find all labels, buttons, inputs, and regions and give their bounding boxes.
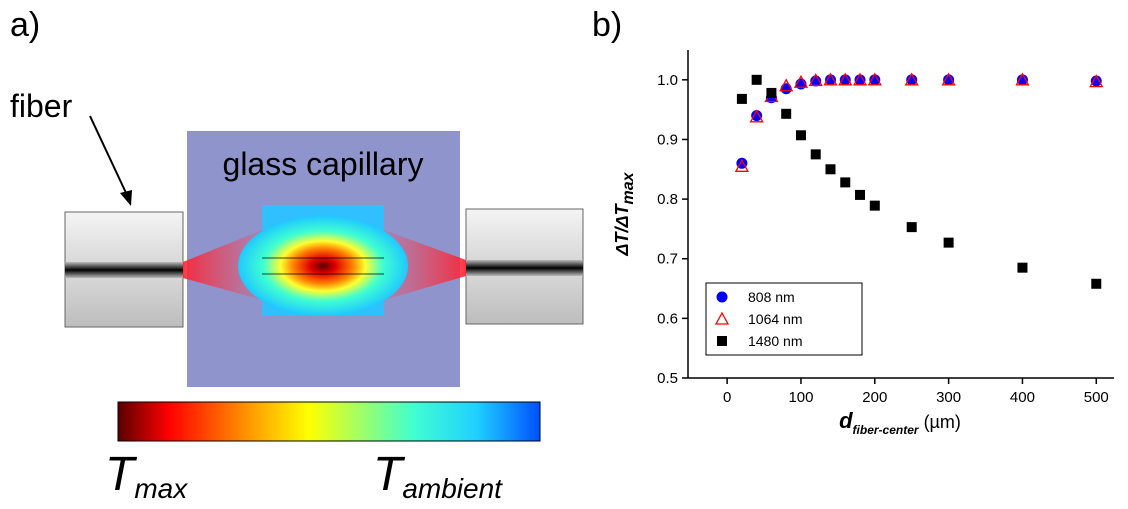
point xyxy=(1090,75,1102,87)
legend-label: 1480 nm xyxy=(748,333,802,349)
y-label-sub: max xyxy=(620,171,637,204)
point xyxy=(751,74,762,85)
arrow xyxy=(89,115,128,196)
x-tick-label: 500 xyxy=(1084,389,1109,406)
x-axis-label: dfiber-center (µm) xyxy=(839,408,961,437)
legend-label: 1064 nm xyxy=(748,311,802,327)
x-tick-label: 300 xyxy=(936,389,961,406)
point xyxy=(766,87,777,98)
point xyxy=(736,93,747,104)
point xyxy=(1091,278,1102,289)
x-label-sub: fiber-center xyxy=(853,423,920,437)
fiber-core xyxy=(65,262,183,278)
y-tick-label: 0.5 xyxy=(657,370,678,387)
y-tick-label: 0.8 xyxy=(657,191,678,208)
legend-marker xyxy=(717,336,727,346)
y-label-main: ΔT/ΔT xyxy=(612,202,632,256)
plot: 0 100 200 300 400 500 0.5 0.6 0.7 0.8 0.9 1.0 dfiber… xyxy=(612,50,1114,437)
t-ambient-label: Tambient xyxy=(373,448,503,504)
y-axis-label: ΔT/ΔTmax xyxy=(612,171,637,256)
point xyxy=(867,72,882,86)
point xyxy=(779,78,794,92)
y-tick-label: 0.7 xyxy=(657,251,678,268)
point xyxy=(869,200,880,211)
fiber-label: fiber xyxy=(10,88,73,124)
point xyxy=(795,130,806,141)
point xyxy=(1016,74,1028,86)
point xyxy=(852,72,868,86)
x-tick-label: 200 xyxy=(862,389,887,406)
point xyxy=(793,74,809,88)
point xyxy=(943,74,955,86)
sub: max xyxy=(134,473,188,504)
sub: ambient xyxy=(402,473,503,504)
point xyxy=(869,74,881,86)
point xyxy=(734,158,749,172)
point xyxy=(825,164,836,175)
point xyxy=(751,110,763,122)
beam xyxy=(183,230,262,300)
legend-marker xyxy=(716,291,728,303)
t: T xyxy=(105,448,138,501)
point xyxy=(810,149,821,160)
x-label-var: d xyxy=(839,408,853,433)
heat-spot xyxy=(238,216,408,316)
point xyxy=(1089,74,1104,88)
point xyxy=(808,73,823,87)
point xyxy=(781,108,792,119)
x-label-unit: (µm) xyxy=(919,412,961,432)
t: T xyxy=(373,448,406,501)
point xyxy=(855,189,866,200)
x-tick-label: 100 xyxy=(788,389,813,406)
point xyxy=(749,109,764,123)
point xyxy=(824,74,836,86)
point xyxy=(906,74,918,86)
t-max-label: Tmax xyxy=(105,448,188,504)
panel-label: b) xyxy=(592,6,622,44)
point xyxy=(904,72,919,86)
point xyxy=(1017,262,1028,273)
panel-label: a) xyxy=(10,6,40,44)
capillary-label: glass capillary xyxy=(223,146,424,182)
point xyxy=(840,177,851,188)
point xyxy=(838,72,853,86)
point xyxy=(906,222,917,233)
colorbar xyxy=(117,401,541,442)
beam xyxy=(384,230,466,300)
point xyxy=(943,237,954,248)
x-tick-label: 0 xyxy=(723,389,731,406)
y-tick-label: 0.6 xyxy=(657,310,678,327)
point xyxy=(823,72,838,86)
y-tick-label: 1.0 xyxy=(657,72,678,89)
point xyxy=(839,74,851,86)
point xyxy=(1015,72,1030,86)
fiber-core xyxy=(466,260,583,276)
legend-marker xyxy=(714,311,730,325)
point xyxy=(941,72,956,86)
legend-label: 808 nm xyxy=(748,289,795,305)
legend-box xyxy=(705,282,863,356)
point xyxy=(854,74,866,86)
x-tick-label: 400 xyxy=(1010,389,1035,406)
y-tick-label: 0.9 xyxy=(657,131,678,148)
point xyxy=(780,83,792,95)
arrow-head xyxy=(120,190,132,206)
